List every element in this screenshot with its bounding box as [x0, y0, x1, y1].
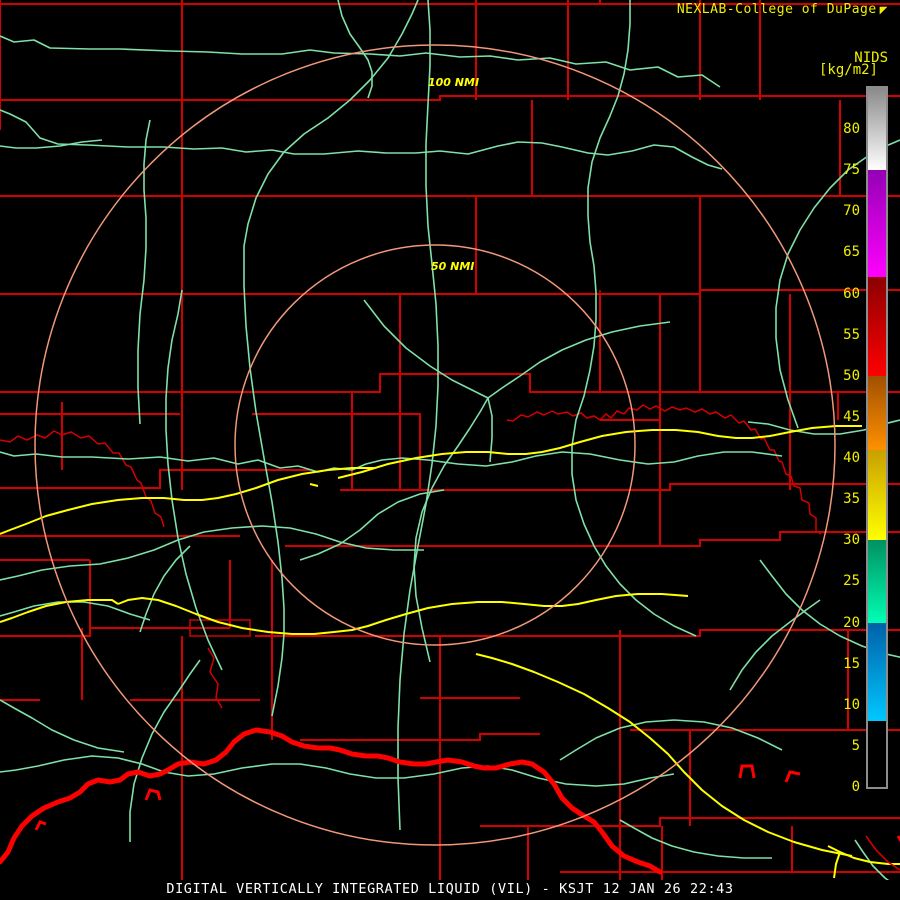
colorbar-tick-20: 20 [843, 614, 860, 631]
colorbar-tick-labels: 80 75 70 65 60 55 50 45 40 35 30 25 20 15 10 5 0 [820, 86, 864, 794]
colorbar-tick-35: 35 [843, 491, 860, 508]
colorbar-band-green-teal [868, 540, 886, 623]
map-canvas[interactable]: 100 NMI 50 NMI [0, 0, 900, 880]
county-boundaries-layer [0, 0, 900, 880]
provider-credit-text: NEXLAB-College of DuPage [676, 2, 877, 17]
colorbar-tick-80: 80 [843, 121, 860, 138]
cod-logo-icon: ◤ [879, 3, 888, 18]
colorbar-tick-25: 25 [843, 573, 860, 590]
colorbar-band-yellow [868, 449, 886, 541]
interstate-highway-layer [0, 425, 900, 879]
colorbar-tick-0: 0 [851, 779, 860, 795]
product-family-label: NIDS [854, 50, 888, 66]
colorbar-tick-10: 10 [843, 696, 860, 713]
range-ring-100nmi [34, 44, 836, 846]
colorbar-tick-50: 50 [843, 367, 860, 384]
provider-credit: NEXLAB-College of DuPage ◤ [676, 2, 888, 18]
colorbar-band-orange [868, 375, 886, 450]
product-status-bar: DIGITAL VERTICALLY INTEGRATED LIQUID (VI… [166, 881, 734, 897]
colorbar-tick-70: 70 [843, 203, 860, 220]
colorbar-tick-30: 30 [843, 532, 860, 549]
colorbar-tick-60: 60 [843, 285, 860, 302]
range-ring-50nmi [234, 244, 636, 646]
range-rings-layer [34, 44, 836, 846]
colorbar-tick-40: 40 [843, 450, 860, 467]
colorbar-band-black-no-echo [868, 721, 886, 787]
colorbar-tick-15: 15 [843, 655, 860, 672]
range-ring-label-50nmi: 50 NMI [431, 260, 475, 273]
state-border-layer [0, 727, 900, 875]
colorbar-band-red [868, 277, 886, 376]
colorbar-tick-5: 5 [851, 737, 860, 754]
colorbar-tick-75: 75 [843, 162, 860, 179]
colorbar-band-magenta [868, 170, 886, 278]
colorbar-tick-55: 55 [843, 326, 860, 343]
range-ring-label-100nmi: 100 NMI [428, 76, 480, 89]
colorbar-tick-65: 65 [843, 244, 860, 261]
colorbar-tick-45: 45 [843, 408, 860, 425]
colorbar[interactable] [866, 86, 888, 789]
colorbar-units-label: [kg/m2] [818, 62, 878, 78]
us-highways-layer [0, 0, 900, 880]
colorbar-band-white-gray [868, 88, 886, 171]
colorbar-band-blue-cyan [868, 622, 886, 722]
